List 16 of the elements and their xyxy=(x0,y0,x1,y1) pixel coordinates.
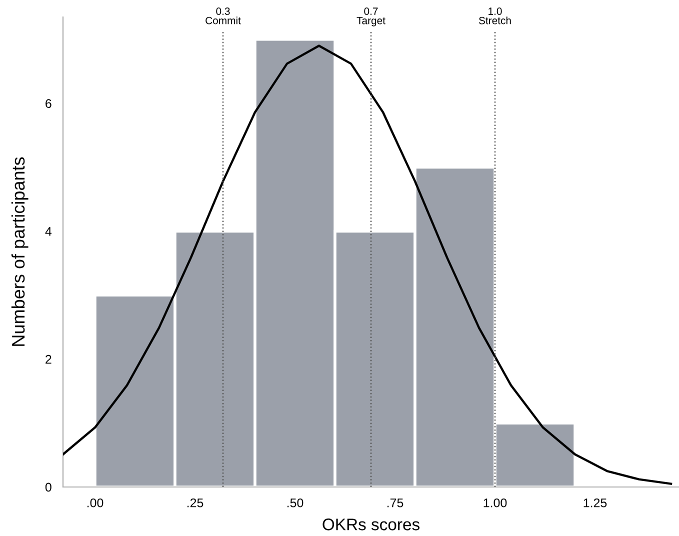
y-axis-title: Numbers of participants xyxy=(11,157,28,346)
x-tick-label: .25 xyxy=(187,498,204,508)
ref-line-label: 0.3 Commit xyxy=(206,8,241,24)
y-tick-label: 2 xyxy=(46,354,52,364)
x-tick-label: .00 xyxy=(87,498,104,508)
y-tick-label: 0 xyxy=(45,482,52,492)
y-tick-label: 4 xyxy=(45,227,52,236)
line-series xyxy=(63,44,672,485)
ref-line-label: 1.0 Stretch xyxy=(478,8,511,24)
x-tick-label: .75 xyxy=(387,498,404,508)
ref-line-label: 0.7 Target xyxy=(356,8,386,26)
x-tick-label: 1.00 xyxy=(484,498,507,508)
x-tick-label: .50 xyxy=(287,498,304,508)
y-tick-label: 6 xyxy=(46,99,52,108)
x-tick-label: 1.25 xyxy=(584,498,607,508)
x-axis-title: OKRs scores xyxy=(322,518,420,530)
